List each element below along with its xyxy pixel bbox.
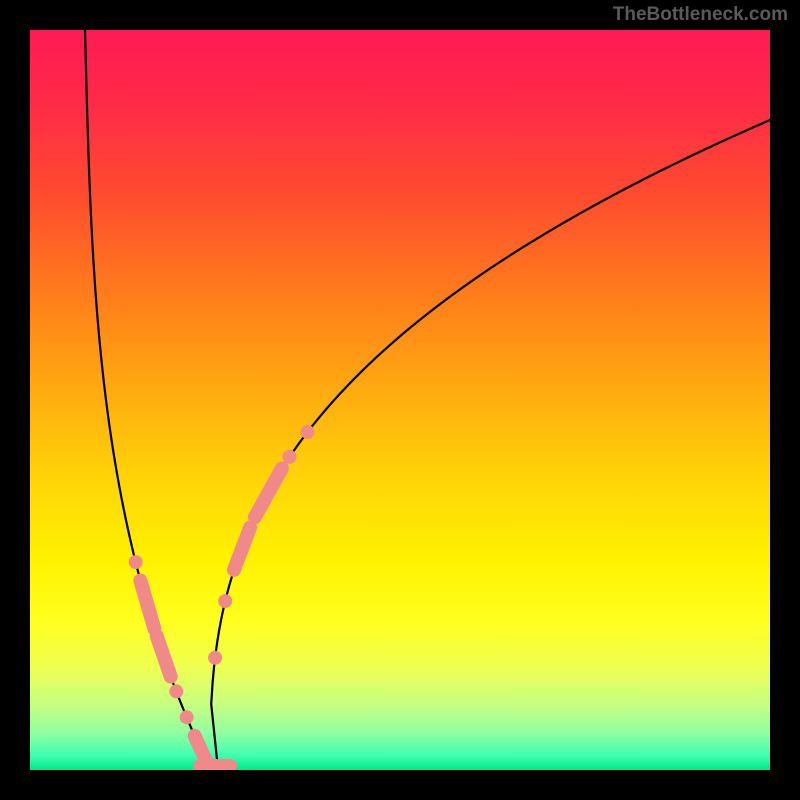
marker-dot (129, 555, 143, 569)
marker-dot (301, 425, 315, 439)
marker-dot (180, 710, 194, 724)
marker-dot (208, 651, 222, 665)
chart-container: TheBottleneck.com (0, 0, 800, 800)
watermark-text: TheBottleneck.com (613, 4, 788, 26)
plot-area (30, 30, 770, 770)
marker-dot (283, 450, 297, 464)
marker-dot (218, 594, 232, 608)
gradient-background (30, 30, 770, 770)
marker-dot (169, 684, 183, 698)
plot-svg (30, 30, 770, 770)
